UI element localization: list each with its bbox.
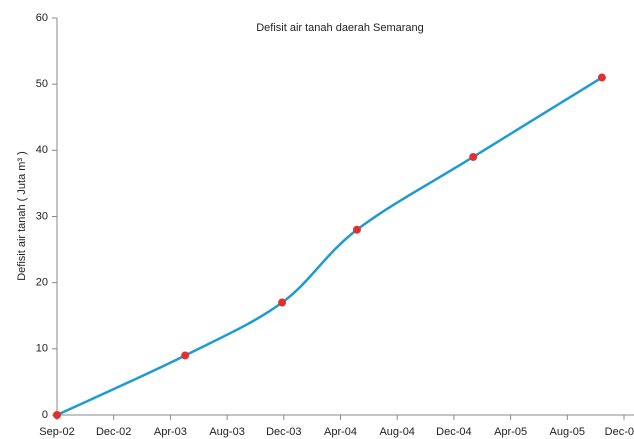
x-tick-label: Aug-05 bbox=[550, 426, 585, 438]
chart-title: Defisit air tanah daerah Semarang bbox=[256, 22, 424, 34]
marker bbox=[53, 411, 61, 419]
marker bbox=[352, 225, 361, 234]
y-axis-label: Defisit air tanah ( Juta m³ ) bbox=[16, 151, 28, 281]
x-tick-label: Apr-04 bbox=[324, 426, 357, 438]
y-tick-label: 60 bbox=[36, 12, 48, 24]
y-tick-label: 30 bbox=[36, 210, 48, 222]
marker bbox=[181, 351, 190, 360]
x-tick-label: Dec-04 bbox=[436, 426, 471, 438]
y-tick-label: 20 bbox=[36, 277, 48, 289]
y-tick-label: 50 bbox=[36, 78, 48, 90]
line bbox=[56, 76, 603, 417]
x-tick-label: Dec-0 bbox=[605, 426, 634, 438]
x-tick-label: Aug-04 bbox=[379, 426, 414, 438]
x-tick-label: Aug-03 bbox=[209, 426, 244, 438]
x-tick-label: Dec-02 bbox=[96, 426, 131, 438]
x-tick-label: Apr-05 bbox=[494, 426, 527, 438]
x-tick-label: Dec-03 bbox=[266, 426, 301, 438]
y-tick-label: 10 bbox=[36, 343, 48, 355]
marker bbox=[597, 73, 606, 82]
y-tick-label: 0 bbox=[42, 409, 48, 421]
x-tick-label: Sep-02 bbox=[39, 426, 74, 438]
x-tick-label: Apr-03 bbox=[154, 426, 187, 438]
marker bbox=[469, 152, 478, 161]
marker bbox=[278, 298, 287, 307]
y-tick-label: 40 bbox=[36, 144, 48, 156]
